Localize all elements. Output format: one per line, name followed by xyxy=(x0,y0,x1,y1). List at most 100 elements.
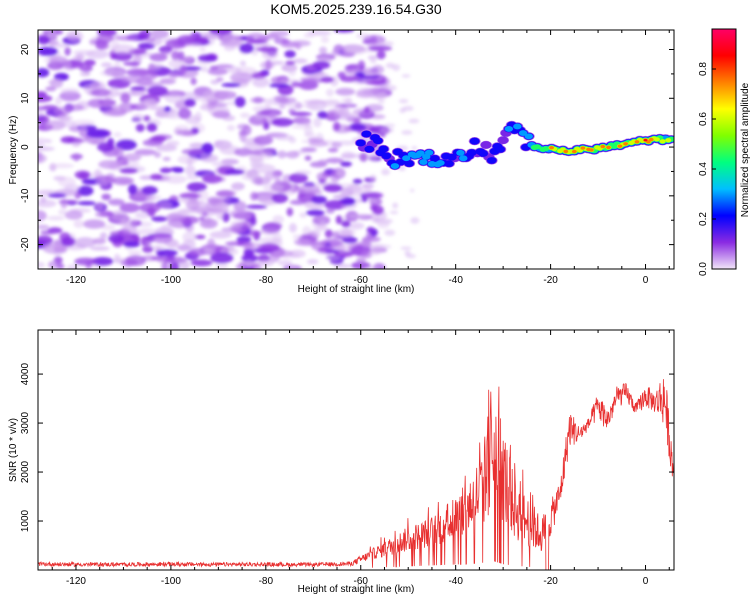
spectrogram-y-tick-label: -20 xyxy=(20,237,31,252)
spectrogram-noise-cell xyxy=(107,198,125,206)
spectrogram-ridge-cell xyxy=(404,160,414,167)
snr-series-line xyxy=(38,379,674,570)
spectrogram-noise-cell xyxy=(258,243,280,252)
spectrogram-noise-cell xyxy=(102,97,114,109)
spectrogram-noise-cell xyxy=(398,98,409,104)
spectrogram-noise-cell xyxy=(79,71,91,77)
spectrogram-ridge-cell xyxy=(606,145,611,150)
spectrogram-noise-cell xyxy=(128,249,142,256)
spectrogram-noise-cell xyxy=(64,210,83,220)
spectrogram-noise-cell xyxy=(361,238,371,249)
spectrogram-noise-cell xyxy=(271,117,294,127)
spectrogram-noise-cell xyxy=(293,238,311,246)
spectrogram-y-tick-label: 10 xyxy=(20,92,31,104)
spectrogram-noise-cell xyxy=(331,231,340,239)
spectrogram-noise-cell xyxy=(335,215,343,225)
spectrogram-noise-cell xyxy=(61,236,76,247)
spectrogram-noise-cell xyxy=(363,106,371,114)
snr-y-tick-label: 1000 xyxy=(20,509,31,532)
spectrogram-noise-cell xyxy=(134,148,157,156)
spectrogram-noise-cell xyxy=(49,55,68,65)
spectrogram-noise-cell xyxy=(58,199,79,204)
spectrogram-noise-cell xyxy=(233,200,247,212)
spectrogram-noise-cell xyxy=(335,170,345,177)
spectrogram-noise-cell xyxy=(54,96,62,106)
spectrogram-ridge-cell xyxy=(467,149,477,157)
spectrogram-noise-cell xyxy=(184,165,196,176)
snr-y-label: SNR (10 * v/v) xyxy=(8,418,19,482)
spectrogram-noise-cell xyxy=(184,98,196,107)
spectrogram-ridge-cell xyxy=(589,148,594,152)
spectrogram-noise-cell xyxy=(122,61,140,66)
spectrogram-x-tick-label: -120 xyxy=(66,275,86,286)
spectrogram-ridge-cell xyxy=(364,145,375,153)
colorbar-tick-label: 0.6 xyxy=(698,112,709,126)
spectrogram-noise-cell xyxy=(207,238,216,250)
spectrogram-noise-cell xyxy=(97,142,115,152)
spectrogram-noise-cell xyxy=(340,161,352,167)
spectrogram-noise-cell xyxy=(365,265,378,269)
spectrogram-noise-cell xyxy=(376,50,386,60)
spectrogram-noise-cell xyxy=(168,59,185,69)
spectrogram-noise-cell xyxy=(374,113,379,119)
spectrogram-noise-cell xyxy=(74,170,91,180)
spectrogram-noise-cell xyxy=(325,88,334,97)
spectrogram-ridge-cell xyxy=(665,138,672,143)
spectrogram-noise-cell xyxy=(71,119,96,127)
spectrogram-noise-cell xyxy=(349,222,365,230)
spectrogram-noise-cell xyxy=(156,249,178,257)
spectrogram-noise-cell xyxy=(119,167,138,174)
spectrogram-noise-cell xyxy=(206,208,230,213)
spectrogram-ridge-cell xyxy=(419,159,428,165)
spectrogram-x-axis: -120 -100 -80 -60 -40 -20 0 xyxy=(51,30,670,286)
spectrogram-noise-cell xyxy=(108,234,125,244)
spectrogram-noise-cell xyxy=(392,202,399,209)
spectrogram-noise-cell xyxy=(139,202,161,214)
spectrogram-noise-cell xyxy=(209,30,233,35)
spectrogram-noise-cell xyxy=(364,184,373,194)
spectrogram-noise-cell xyxy=(161,261,169,269)
spectrogram-noise-cell xyxy=(38,94,53,103)
spectrogram-noise-cell xyxy=(304,131,316,138)
spectrogram-noise-cell xyxy=(186,175,199,180)
spectrogram-ridge-cell xyxy=(623,142,628,146)
spectrogram-noise-cell xyxy=(55,263,65,269)
spectrogram-ridge-cell xyxy=(653,137,660,142)
spectrogram-noise-cell xyxy=(320,76,334,83)
spectrogram-noise-cell xyxy=(38,210,47,222)
spectrogram-noise-cell xyxy=(368,250,381,256)
spectrogram-ridge-cell xyxy=(478,150,489,157)
spectrogram-noise-cell xyxy=(202,247,213,254)
spectrogram-noise-cell xyxy=(242,124,252,136)
spectrogram-noise-cell xyxy=(312,215,331,226)
spectrogram-noise-cell xyxy=(239,60,247,67)
spectrogram-noise-cell xyxy=(90,88,112,97)
spectrogram-noise-cell xyxy=(317,159,329,166)
spectrogram-noise-cell xyxy=(384,229,396,236)
spectrogram-noise-cell xyxy=(410,217,420,224)
spectrogram-x-label: Height of straight line (km) xyxy=(298,284,415,295)
spectrogram-noise-cell xyxy=(226,66,242,74)
spectrogram-noise-cell xyxy=(197,54,217,63)
spectrogram-noise-cell xyxy=(115,139,137,151)
spectrogram-noise-cell xyxy=(73,153,80,162)
spectrogram-x-tick-label: 0 xyxy=(643,275,649,286)
spectrogram-noise-cell xyxy=(304,155,312,161)
spectrogram-noise-cell xyxy=(333,263,352,269)
spectrogram-noise-cell xyxy=(332,105,346,116)
figure-title: KOM5.2025.239.16.54.G30 xyxy=(270,1,441,17)
spectrogram-ridge-cell xyxy=(381,152,392,160)
spectrogram-noise-cell xyxy=(123,241,141,248)
spectrogram-x-tick-label: -40 xyxy=(448,275,463,286)
spectrogram-noise-cell xyxy=(252,77,270,88)
spectrogram-noise-cell xyxy=(38,114,50,125)
spectrogram-noise-cell xyxy=(46,30,56,38)
spectrogram-noise-cell xyxy=(347,184,362,193)
spectrogram-noise-cell xyxy=(49,78,64,89)
spectrogram-noise-cell xyxy=(121,161,129,166)
spectrogram-noise-cell xyxy=(408,118,420,124)
spectrogram-noise-cell xyxy=(340,228,353,238)
spectrogram-noise-cell xyxy=(388,127,394,133)
spectrogram-noise-cell xyxy=(341,220,351,228)
spectrogram-noise-cell xyxy=(370,217,380,223)
